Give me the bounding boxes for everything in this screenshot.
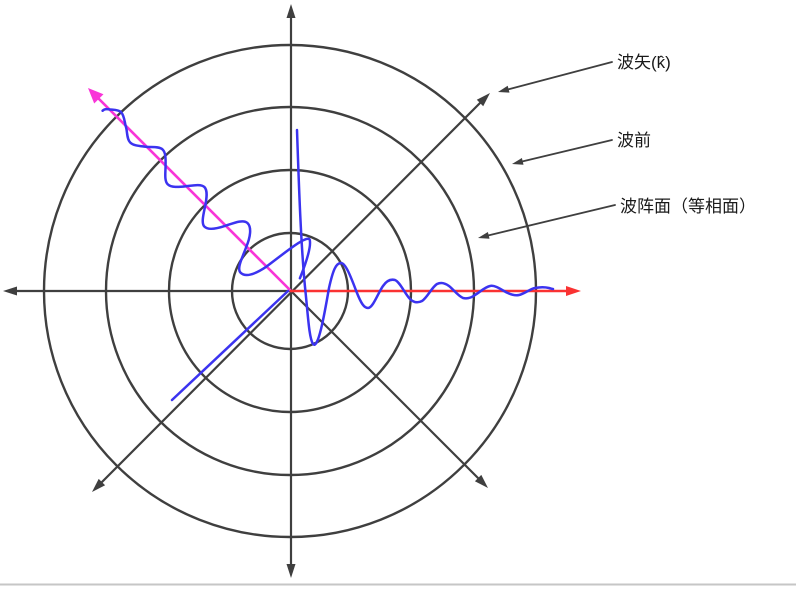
diagonal-wave-frame <box>101 107 312 280</box>
magenta-ray <box>95 95 293 293</box>
wave-vector-ray-nw <box>88 88 293 293</box>
leader-arrowhead-wavefront-icon <box>512 158 524 165</box>
label-wave-vector: 波矢(k̂) <box>617 53 671 72</box>
annotation-leaders <box>478 61 616 239</box>
diagonal-wave <box>101 107 312 280</box>
annotation-labels: 波矢(k̂) 波前 波阵面（等相面） <box>617 53 756 216</box>
leader-line-wavefront <box>519 139 613 163</box>
magenta-arrowhead-icon <box>88 88 104 104</box>
red-arrowhead-icon <box>566 286 581 296</box>
x-axis-left-arrowhead-icon <box>3 286 17 296</box>
horizontal-wave <box>295 128 555 346</box>
leader-line-wave-surface <box>485 204 616 237</box>
leader-arrowhead-wave-vector-icon <box>498 85 510 93</box>
label-wave-surface: 波阵面（等相面） <box>620 197 756 216</box>
wave-ray-sw <box>170 289 290 402</box>
diagonal-ne-arrowhead-icon <box>476 93 490 107</box>
diagonal-se-arrowhead-icon <box>474 474 488 488</box>
diagonal-sw-arrowhead-icon <box>92 478 106 492</box>
leader-arrowhead-wave-surface-icon <box>478 232 490 239</box>
y-axis-bottom-arrowhead-icon <box>286 564 296 578</box>
blue-waves <box>101 107 555 402</box>
label-wavefront: 波前 <box>617 131 651 150</box>
leader-line-wave-vector <box>505 61 613 91</box>
y-axis-top-arrowhead-icon <box>286 4 296 18</box>
